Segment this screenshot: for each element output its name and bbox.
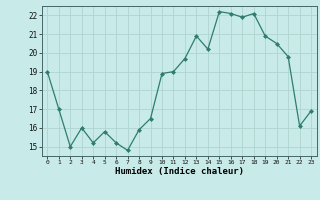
X-axis label: Humidex (Indice chaleur): Humidex (Indice chaleur)	[115, 167, 244, 176]
